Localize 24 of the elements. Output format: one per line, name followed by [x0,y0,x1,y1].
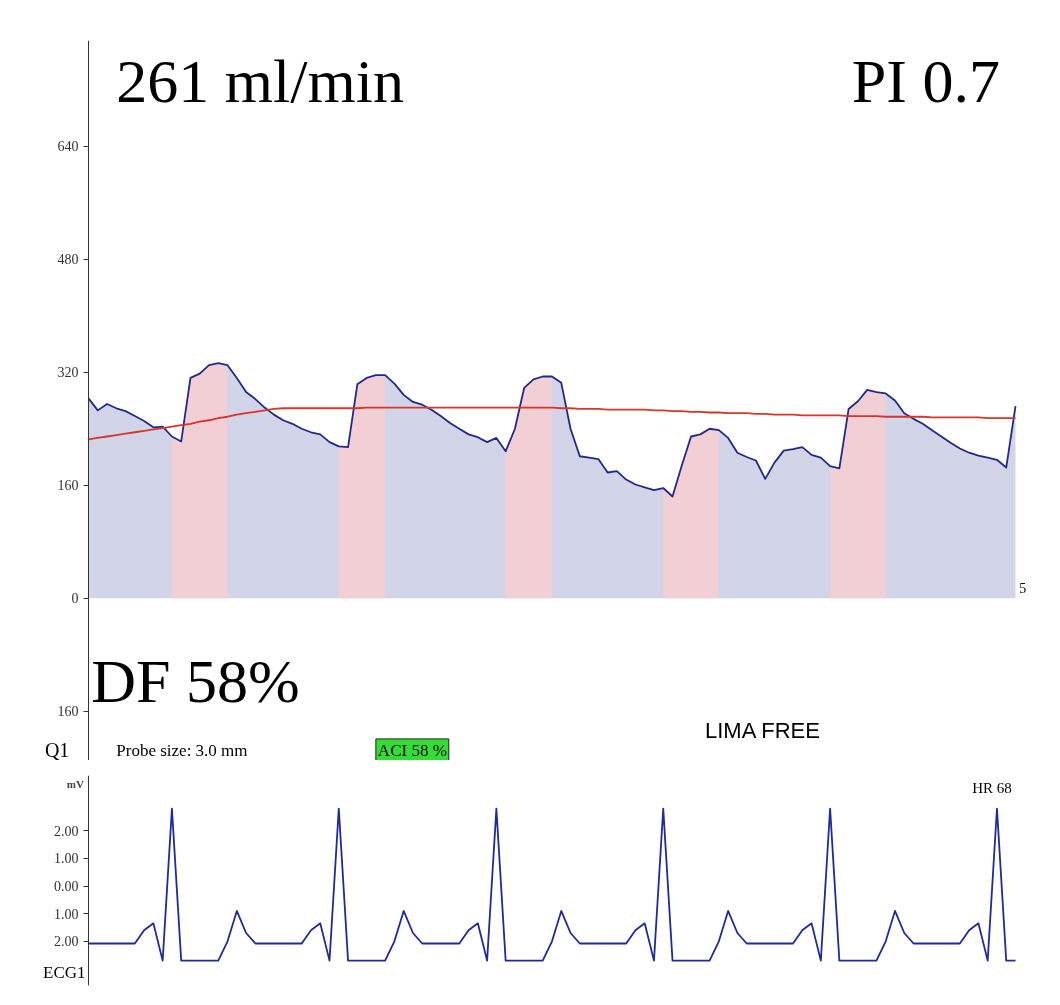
y-tick-label: 160 [57,704,79,720]
annotation: 5 [1019,580,1027,596]
y-tick-label: 2.00 [54,934,79,950]
line-series [87,807,1017,962]
y-tick-label: 320 [57,365,79,381]
y-tick-label: 480 [57,252,79,268]
y-tick-label: 2.00 [54,823,79,839]
annotation: LIMA FREE [704,717,820,743]
y-tick-label: 1.00 [54,906,79,922]
y-tick-label: 160 [57,478,79,494]
y-tick-label: 1.00 [54,851,79,867]
y-axis-title: mV [66,777,84,790]
annotation: Probe size: 3.0 mm [116,740,248,760]
annotation: HR 68 [972,780,1012,797]
line-series [87,406,1017,441]
y-tick-label: 640 [57,139,79,155]
y-tick-label: 0 [71,591,79,607]
text: Q1 [44,739,70,762]
annotation: ECG1 [43,963,86,983]
annotation: PI 0.7 [851,46,1001,115]
annotation: ACI 58 % [377,740,447,760]
y-tick-label: 0.00 [54,879,79,895]
annotation: 261 ml/min [116,46,404,115]
annotation: DF 58% [91,646,300,715]
